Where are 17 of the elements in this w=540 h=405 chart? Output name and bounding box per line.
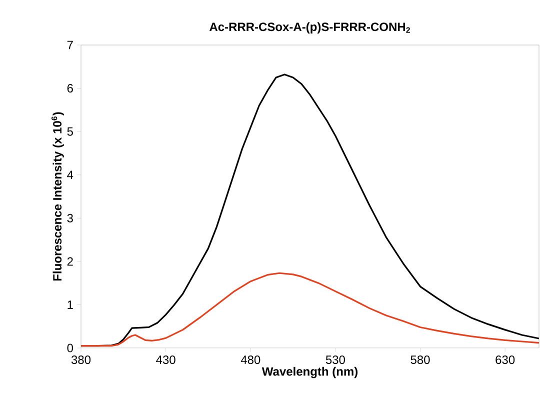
x-tick-label: 480 [240,356,260,364]
y-tick-label: 2 [67,257,73,266]
x-tick-label: 630 [496,356,515,364]
y-tick-label: 5 [67,127,73,136]
y-tick-label: 1 [68,300,73,309]
y-tick-label: 4 [67,170,74,179]
y-tick-label: 6 [67,84,73,93]
y-tick-label: 0 [67,344,74,352]
chart-title: Ac-RRR-CSox-A-(p)S-FRRR-CONH$_{2}$ [210,22,410,34]
x-tick-label: 530 [326,356,345,364]
y-axis-title: Fluorescence Intensity (x 10$^{6}$) [52,112,64,281]
x-axis-title: Wavelength (nm) [262,366,358,378]
y-tick-label: 7 [67,40,73,50]
y-tick-label: 3 [67,214,73,222]
x-tick-label: 380 [71,356,91,364]
x-tick-label: 580 [410,356,430,364]
x-tick-label: 430 [156,356,176,364]
